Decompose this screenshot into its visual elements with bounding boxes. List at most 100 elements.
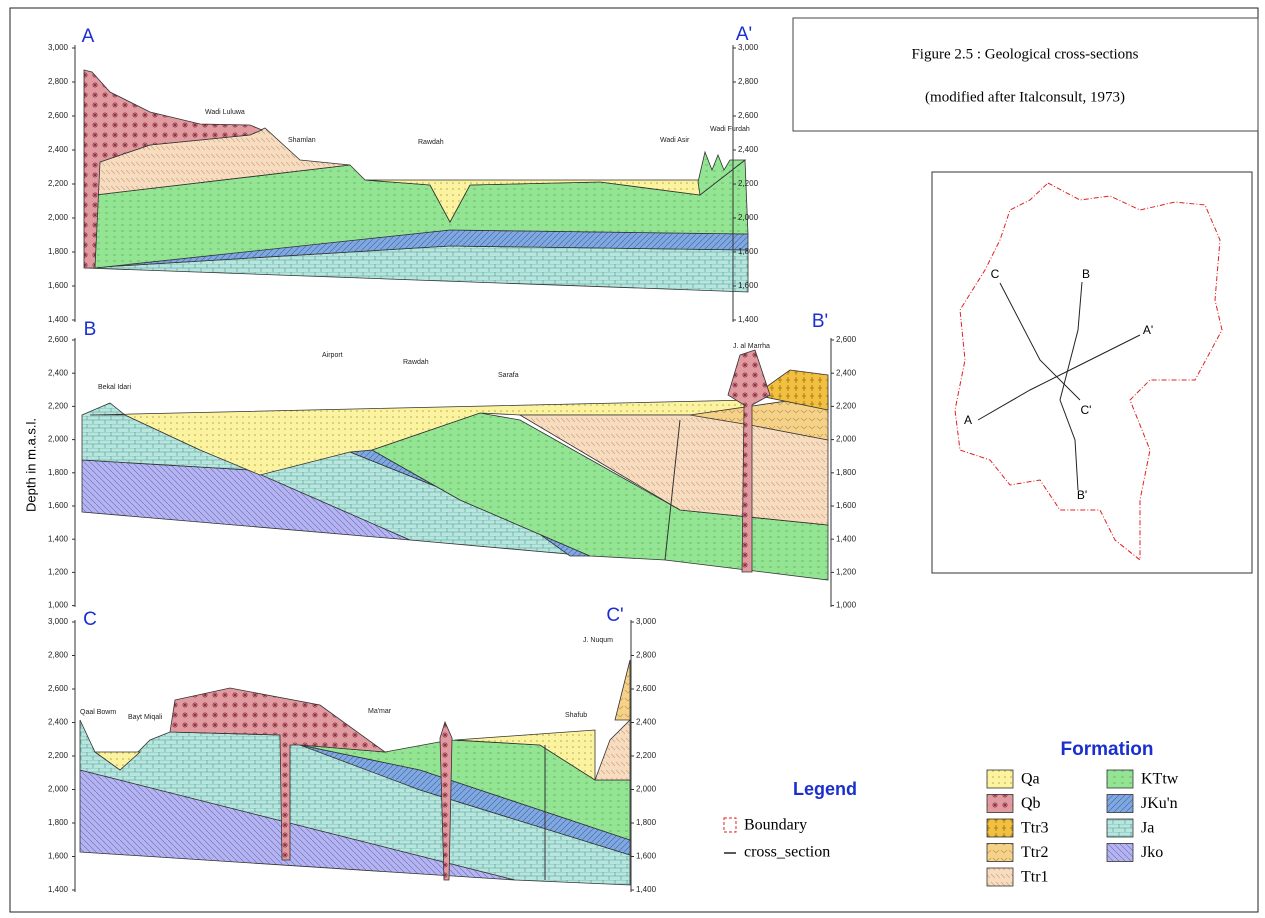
location-map — [932, 172, 1252, 573]
place-name: J. al Marrha — [733, 343, 770, 350]
y-tick-label: 1,800 — [636, 818, 657, 827]
formation-title: Formation — [1061, 739, 1154, 760]
place-name: Wadi Luluwa — [205, 109, 245, 116]
y-tick-label: 1,600 — [48, 501, 69, 510]
section-label: C — [83, 609, 97, 630]
y-tick-label: 2,400 — [636, 718, 657, 727]
place-name: Wadi Furdah — [710, 126, 750, 133]
y-tick-label: 2,400 — [48, 368, 69, 377]
place-name: Rawdah — [403, 359, 429, 366]
y-tick-label: 1,400 — [836, 534, 857, 543]
y-tick-label: 2,000 — [636, 785, 657, 794]
y-tick-label: 1,800 — [836, 468, 857, 477]
legend: Legend Boundary cross_section — [724, 779, 857, 861]
section-label: C' — [606, 605, 623, 626]
section-label: B — [84, 319, 97, 340]
y-tick-label: 1,400 — [48, 534, 69, 543]
formation-item: KTtw — [1141, 771, 1179, 788]
y-tick-label: 2,800 — [636, 651, 657, 660]
y-tick-label: 1,000 — [836, 601, 857, 610]
formation-item: Ttr1 — [1021, 869, 1049, 886]
formation-swatch — [1107, 819, 1133, 837]
place-name: Ma'mar — [368, 708, 392, 715]
y-tick-label: 2,200 — [836, 402, 857, 411]
place-name: Bekal Idari — [98, 384, 132, 391]
y-tick-label: 1,600 — [636, 852, 657, 861]
y-tick-label: 2,600 — [48, 684, 69, 693]
y-tick-label: 1,400 — [738, 315, 759, 324]
y-tick-label: 2,400 — [836, 368, 857, 377]
formation-swatch — [987, 844, 1013, 862]
place-name: Wadi Asir — [660, 137, 690, 144]
y-tick-label: 2,000 — [738, 213, 759, 222]
y-tick-label: 2,000 — [48, 435, 69, 444]
y-tick-label: 2,400 — [48, 145, 69, 154]
formation-item: Qa — [1021, 771, 1040, 788]
place-name: Rawdah — [418, 139, 444, 146]
section-label: A — [82, 26, 95, 47]
y-tick-label: 2,200 — [48, 179, 69, 188]
formation-swatch — [1107, 770, 1133, 788]
formation-swatch — [1107, 844, 1133, 862]
y-tick-label: 2,800 — [48, 77, 69, 86]
formation-swatch — [987, 819, 1013, 837]
place-name: Shafub — [565, 712, 587, 719]
y-tick-label: 2,800 — [738, 77, 759, 86]
formation-item: Ttr3 — [1021, 820, 1049, 837]
place-name: Shamlan — [288, 137, 316, 144]
legend-item: cross_section — [744, 844, 830, 861]
y-tick-label: 2,600 — [738, 111, 759, 120]
figure: Figure 2.5 : Geological cross-sections (… — [0, 0, 1265, 918]
y-tick-label: 2,200 — [738, 179, 759, 188]
map-label: C — [991, 267, 1000, 281]
place-name: Bayt Miqali — [128, 714, 163, 721]
y-tick-label: 3,000 — [48, 43, 69, 52]
y-tick-label: 2,600 — [636, 684, 657, 693]
legend-item: Boundary — [744, 817, 807, 834]
formation-swatch — [987, 868, 1013, 886]
formation-item: JKu'n — [1141, 795, 1178, 812]
y-tick-label: 1,400 — [48, 885, 69, 894]
section-c — [75, 620, 631, 892]
formation-swatch — [987, 795, 1013, 813]
y-tick-label: 1,400 — [636, 885, 657, 894]
y-tick-label: 3,000 — [636, 617, 657, 626]
y-tick-label: 2,400 — [48, 718, 69, 727]
place-name: Qaal Bowm — [80, 709, 116, 716]
map-label: B — [1082, 267, 1090, 281]
map-label: B' — [1077, 488, 1087, 502]
section-a — [75, 45, 748, 322]
place-name: Sarafa — [498, 372, 519, 379]
y-tick-label: 1,600 — [836, 501, 857, 510]
y-tick-label: 2,000 — [836, 435, 857, 444]
formation-item: Ja — [1141, 820, 1154, 837]
section-label: B' — [812, 311, 828, 332]
formation-item: Ttr2 — [1021, 844, 1049, 861]
y-tick-label: 1,600 — [48, 852, 69, 861]
map-label: A' — [1143, 323, 1153, 337]
y-tick-label: 2,200 — [636, 751, 657, 760]
y-tick-label: 1,600 — [48, 281, 69, 290]
y-tick-label: 1,800 — [738, 247, 759, 256]
section-label: A' — [736, 24, 752, 45]
y-tick-label: 1,000 — [48, 601, 69, 610]
map-label: C' — [1081, 403, 1092, 417]
formation-item: Qb — [1021, 795, 1041, 812]
y-tick-label: 3,000 — [738, 43, 759, 52]
y-tick-label: 2,200 — [48, 402, 69, 411]
subtitle: (modified after Italconsult, 1973) — [925, 89, 1125, 105]
y-tick-label: 1,800 — [48, 468, 69, 477]
place-name: Airport — [322, 352, 343, 359]
y-tick-label: 1,600 — [738, 281, 759, 290]
y-tick-label: 2,400 — [738, 145, 759, 154]
y-tick-label: 3,000 — [48, 617, 69, 626]
y-tick-label: 1,400 — [48, 315, 69, 324]
formation-legend: Formation Qa Qb Ttr3 Ttr2 Ttr1 KTtw JKu'n Ja Jko — [987, 739, 1179, 886]
map-label: A — [964, 413, 972, 427]
y-tick-label: 1,200 — [836, 568, 857, 577]
y-tick-label: 1,200 — [48, 568, 69, 577]
formation-item: Jko — [1141, 844, 1163, 861]
place-name: J. Nuqum — [583, 637, 613, 644]
y-axis-label: Depth in m.a.s.l. — [23, 418, 38, 512]
legend-title: Legend — [793, 779, 857, 799]
